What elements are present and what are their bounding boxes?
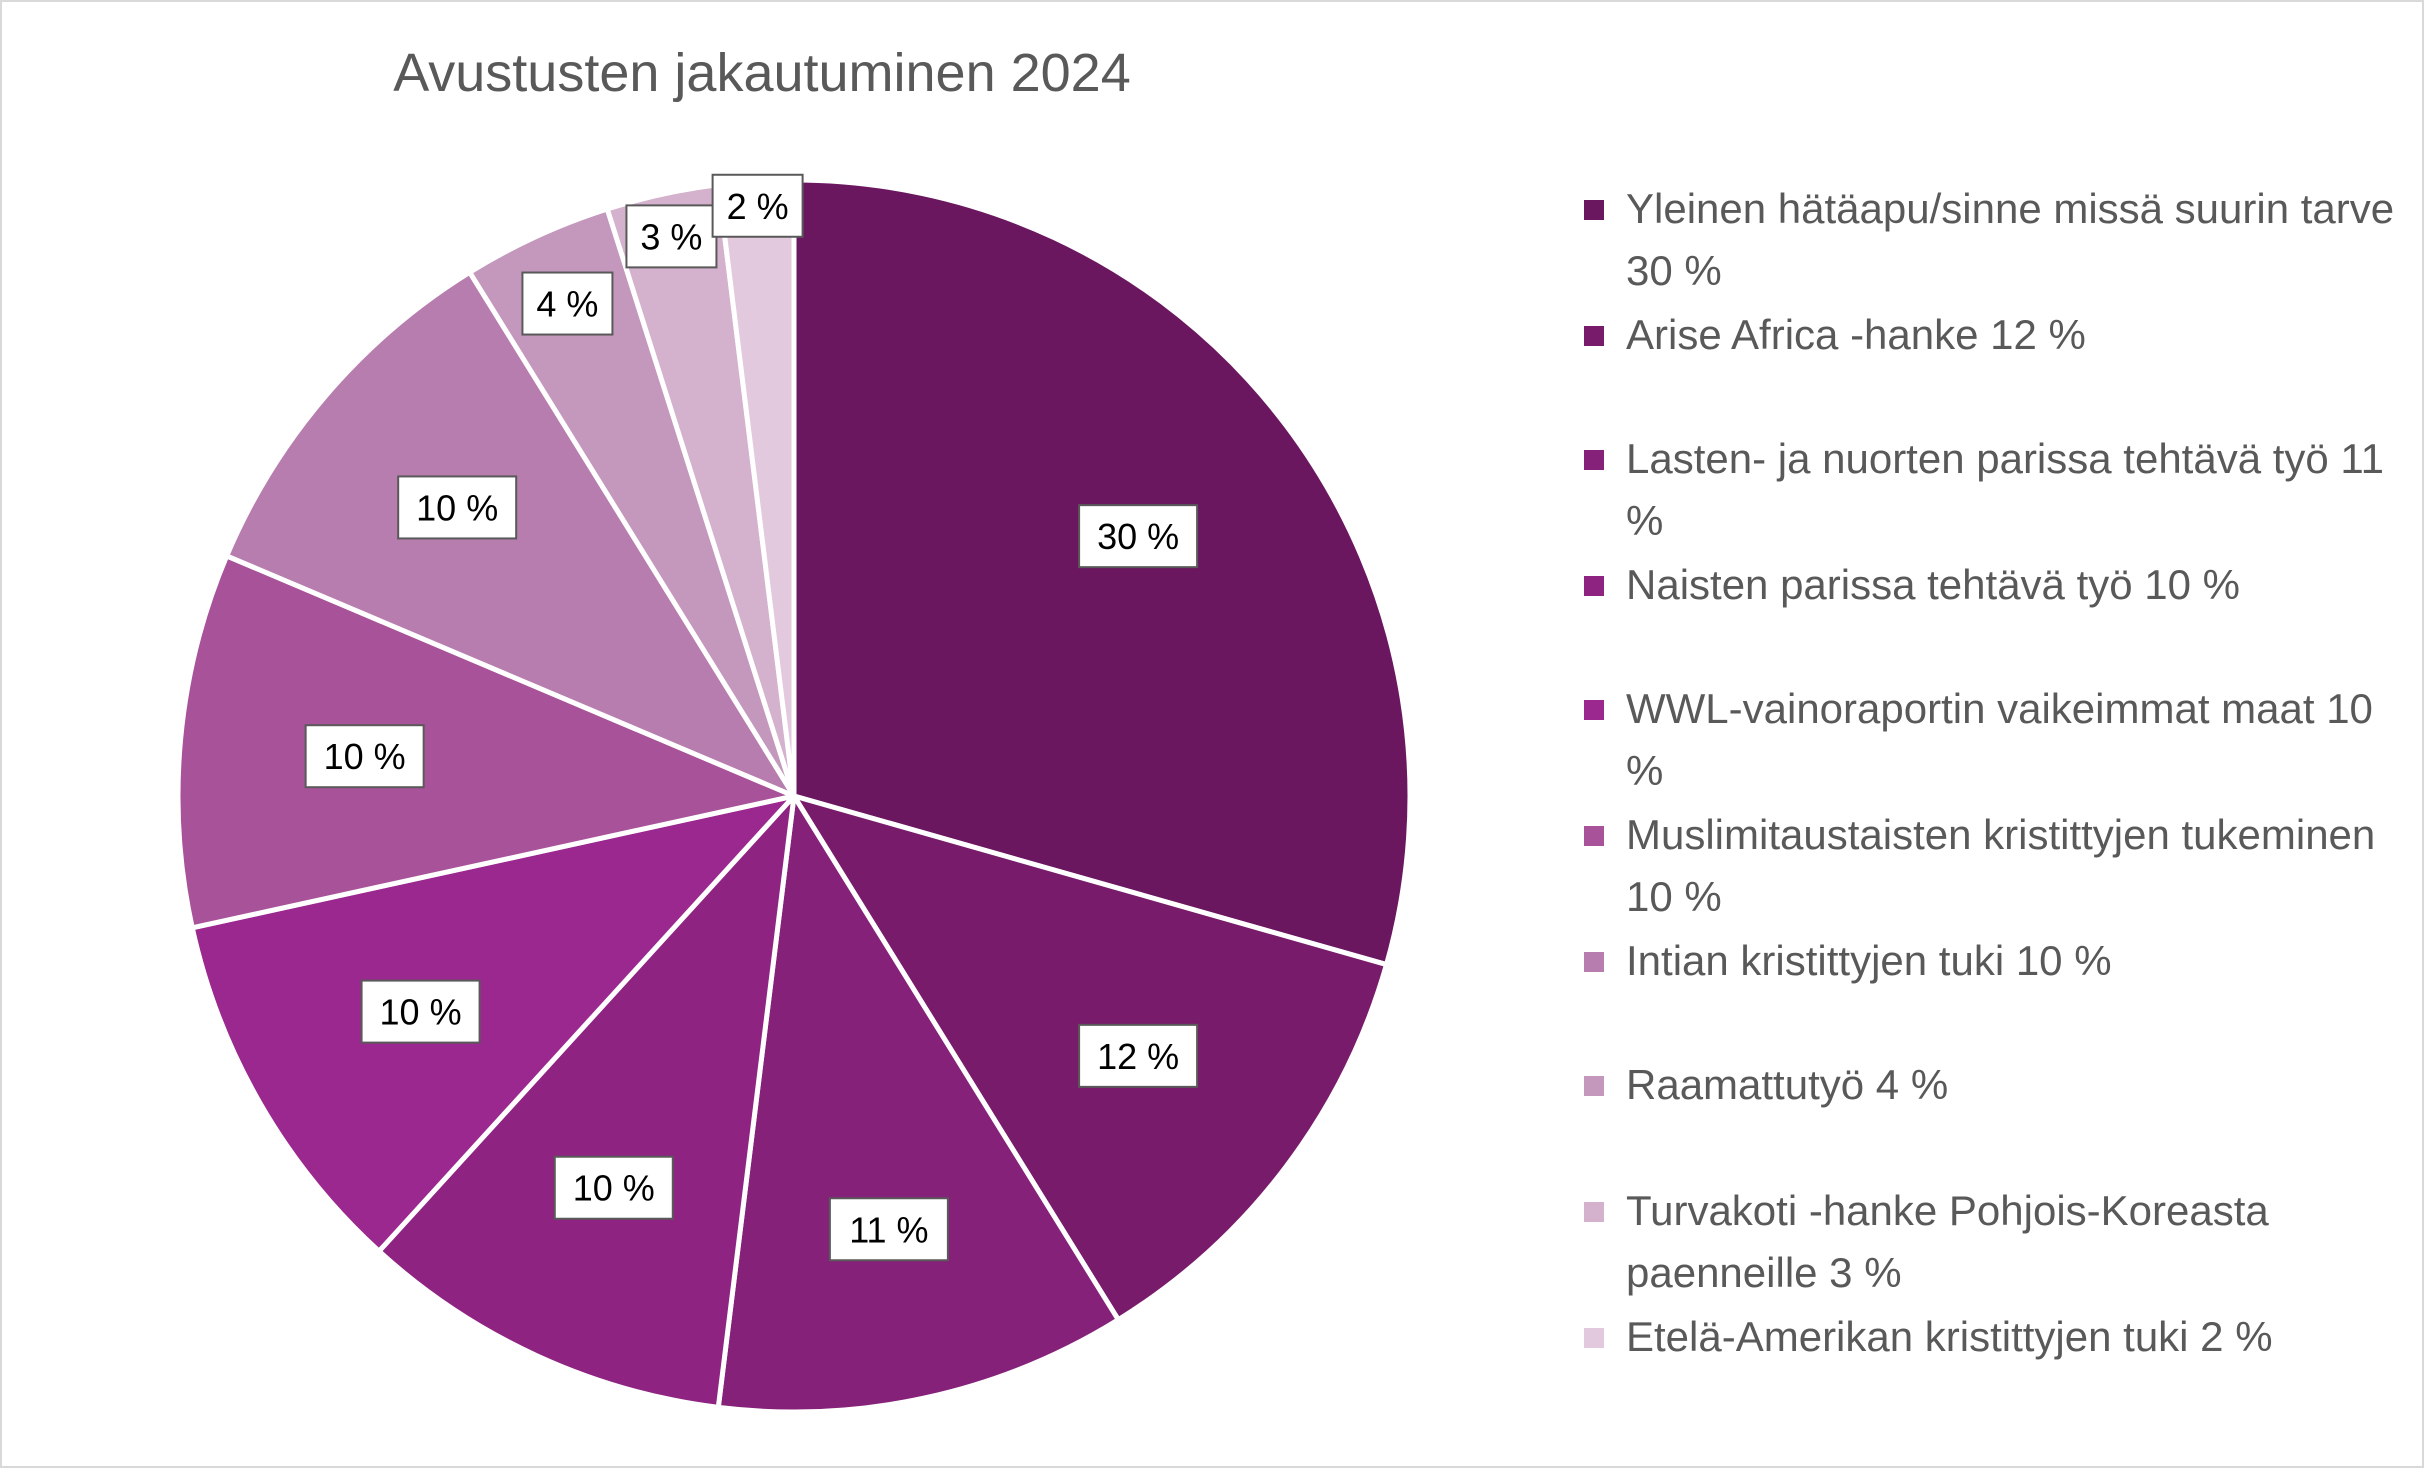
data-label-text: 10 % bbox=[573, 1168, 655, 1209]
legend-swatch bbox=[1584, 952, 1604, 972]
legend-label: WWL-vainoraportin vaikeimmat maat 10 % bbox=[1626, 685, 2373, 794]
pie-slice bbox=[376, 793, 797, 1410]
legend-label: Yleinen hätäapu/sinne missä suurin tarve… bbox=[1626, 185, 2395, 294]
data-label-text: 12 % bbox=[1097, 1036, 1179, 1077]
legend-entry: Yleinen hätäapu/sinne missä suurin tarve… bbox=[1584, 178, 2416, 302]
data-label-box bbox=[553, 1155, 674, 1220]
legend-entry: Naisten parissa tehtävä työ 10 % bbox=[1584, 554, 2416, 616]
data-label-box bbox=[711, 173, 804, 238]
data-label-text: 30 % bbox=[1097, 516, 1179, 557]
data-label-text: 4 % bbox=[536, 284, 598, 325]
data-label-box bbox=[1078, 504, 1199, 569]
data-label: 3 % bbox=[625, 204, 718, 269]
legend-label: Turvakoti -hanke Pohjois-Koreasta paenne… bbox=[1626, 1187, 2269, 1296]
data-label: 2 % bbox=[711, 173, 804, 238]
legend-swatch bbox=[1584, 576, 1604, 596]
legend-label: Lasten- ja nuorten parissa tehtävä työ 1… bbox=[1626, 435, 2385, 544]
legend-entry: Lasten- ja nuorten parissa tehtävä työ 1… bbox=[1584, 428, 2416, 552]
pie-slice bbox=[715, 793, 1121, 1415]
data-label-box bbox=[625, 204, 718, 269]
legend-entry: Etelä-Amerikan kristittyjen tuki 2 % bbox=[1584, 1306, 2416, 1368]
legend-label: Intian kristittyjen tuki 10 % bbox=[1626, 937, 2112, 984]
legend-entry: Raamattutyö 4 % bbox=[1584, 1054, 2416, 1116]
data-label-box bbox=[397, 475, 518, 540]
data-label: 11 % bbox=[828, 1197, 949, 1262]
pie-slices bbox=[175, 177, 1413, 1415]
data-label-box bbox=[828, 1197, 949, 1262]
data-label-box bbox=[360, 979, 481, 1044]
legend-swatch bbox=[1584, 700, 1604, 720]
legend-entry: Intian kristittyjen tuki 10 % bbox=[1584, 930, 2416, 992]
legend-swatch bbox=[1584, 1328, 1604, 1348]
data-label-text: 11 % bbox=[849, 1209, 928, 1250]
data-label: 4 % bbox=[521, 271, 614, 336]
data-label: 10 % bbox=[304, 724, 425, 789]
data-label-text: 10 % bbox=[380, 992, 462, 1033]
data-label-box bbox=[304, 724, 425, 789]
data-label-text: 10 % bbox=[416, 487, 498, 528]
legend-entry: Turvakoti -hanke Pohjois-Koreasta paenne… bbox=[1584, 1180, 2416, 1304]
pie-slice bbox=[791, 177, 1413, 968]
data-label-text: 10 % bbox=[324, 736, 406, 777]
data-label: 10 % bbox=[360, 979, 481, 1044]
pie-slice bbox=[175, 553, 797, 931]
legend-swatch bbox=[1584, 200, 1604, 220]
legend-swatch bbox=[1584, 450, 1604, 470]
legend-label: Naisten parissa tehtävä työ 10 % bbox=[1626, 561, 2241, 608]
legend-label: Muslimitaustaisten kristittyjen tukemine… bbox=[1626, 811, 2376, 920]
legend-entry: WWL-vainoraportin vaikeimmat maat 10 % bbox=[1584, 678, 2416, 802]
data-label-text: 3 % bbox=[640, 216, 702, 257]
pie-data-labels: 30 % 12 % 11 % 10 % 10 % 10 % 10 % 4 % 3 % 2 % bbox=[304, 173, 1199, 1262]
data-label-box bbox=[521, 271, 614, 336]
legend-entry: Arise Africa -hanke 12 % bbox=[1584, 304, 2416, 366]
legend-swatch bbox=[1584, 1202, 1604, 1222]
legend-swatch bbox=[1584, 326, 1604, 346]
legend-label: Arise Africa -hanke 12 % bbox=[1626, 311, 2086, 358]
legend-entry: Muslimitaustaisten kristittyjen tukemine… bbox=[1584, 804, 2416, 928]
data-label-box bbox=[1078, 1023, 1199, 1088]
data-label-text: 2 % bbox=[727, 186, 789, 227]
legend-swatch bbox=[1584, 826, 1604, 846]
data-label: 12 % bbox=[1078, 1023, 1199, 1088]
data-label: 30 % bbox=[1078, 504, 1199, 569]
legend-label: Etelä-Amerikan kristittyjen tuki 2 % bbox=[1626, 1313, 2273, 1360]
data-label: 10 % bbox=[553, 1155, 674, 1220]
chart-title: Avustusten jakautuminen 2024 bbox=[393, 43, 1131, 103]
legend-swatch bbox=[1584, 1076, 1604, 1096]
data-label: 10 % bbox=[397, 475, 518, 540]
pie-slice bbox=[189, 793, 797, 1254]
legend-label: Raamattutyö 4 % bbox=[1626, 1061, 1949, 1108]
